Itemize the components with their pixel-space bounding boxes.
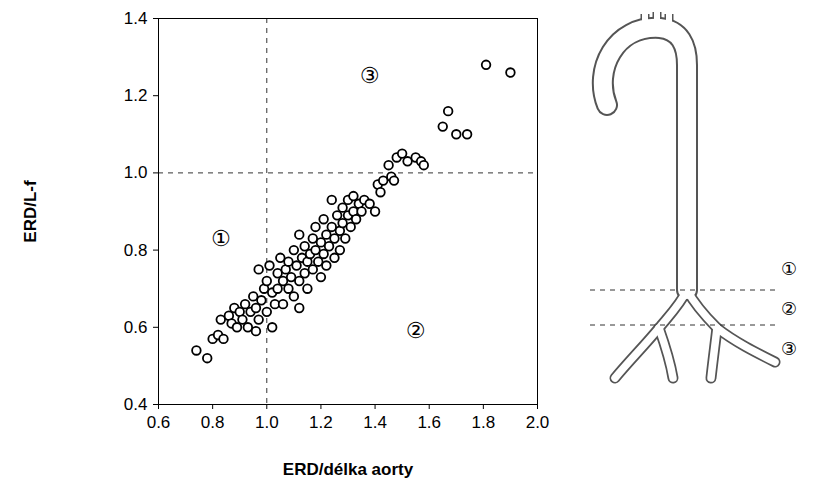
svg-text:1.4: 1.4 [363,413,387,432]
svg-text:0.8: 0.8 [201,413,225,432]
svg-text:1.0: 1.0 [255,413,279,432]
svg-text:1.2: 1.2 [309,413,333,432]
svg-text:①: ① [781,258,797,279]
svg-text:1.0: 1.0 [124,163,148,182]
svg-text:0.4: 0.4 [124,395,148,414]
svg-text:②: ② [406,318,426,343]
svg-text:1.2: 1.2 [124,86,148,105]
svg-text:②: ② [781,298,797,319]
svg-text:③: ③ [360,63,380,88]
svg-text:1.8: 1.8 [472,413,496,432]
svg-text:1.4: 1.4 [124,9,148,28]
svg-text:ERD/délka aorty: ERD/délka aorty [283,460,414,479]
svg-text:0.8: 0.8 [124,241,148,260]
svg-text:2.0: 2.0 [526,413,550,432]
svg-text:③: ③ [781,338,797,359]
svg-text:1.6: 1.6 [417,413,441,432]
svg-text:①: ① [211,226,231,251]
svg-text:0.6: 0.6 [147,413,171,432]
svg-text:ERD/L-f: ERD/L-f [21,180,40,243]
svg-text:0.6: 0.6 [124,318,148,337]
